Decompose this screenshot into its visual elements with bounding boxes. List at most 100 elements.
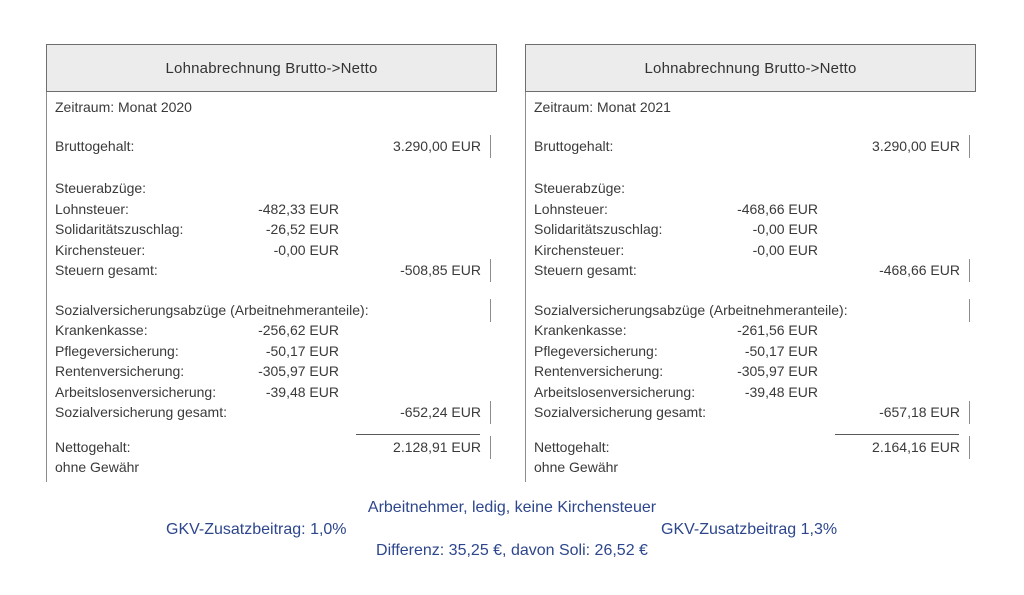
row-label: Steuerabzüge:: [55, 180, 147, 196]
cell-border-tick: [969, 134, 970, 158]
row-label: Nettogehalt:: [534, 438, 610, 455]
panel-header: Lohnabrechnung Brutto->Netto: [525, 44, 976, 92]
row-label: Krankenkasse:: [534, 322, 627, 338]
row-total-amount: -652,24 EUR: [400, 404, 481, 420]
payroll-panel-2021: Lohnabrechnung Brutto->Netto Zeitraum: M…: [525, 44, 976, 482]
row-label: Rentenversicherung:: [534, 363, 664, 379]
row-total-amount: -657,18 EUR: [879, 404, 960, 420]
statement-row: Sozialversicherung gesamt: -652,24 EUR: [47, 401, 497, 424]
panel-title: Lohnabrechnung Brutto->Netto: [165, 59, 378, 77]
row-amount: -0,00 EUR: [752, 221, 818, 237]
row-label: Solidaritätszuschlag:: [534, 221, 663, 237]
row-label: Arbeitslosenversicherung:: [55, 383, 217, 400]
row-total-amount: 3.290,00 EUR: [393, 137, 481, 154]
row-amount: -256,62 EUR: [258, 322, 339, 338]
statement-row: Nettogehalt: 2.164,16 EUR: [526, 435, 976, 459]
footer-note-employee: Arbeitnehmer, ledig, keine Kirchensteuer: [367, 499, 657, 516]
statement-row: Steuerabzüge:: [526, 178, 976, 199]
row-amount: -482,33 EUR: [258, 200, 339, 217]
panel-body: Zeitraum: Monat 2021 Bruttogehalt: 3.290,0…: [525, 92, 976, 482]
statement-row: Sozialversicherungsabzüge (Arbeitnehmera…: [47, 298, 497, 322]
row-amount: -261,56 EUR: [737, 322, 818, 338]
row-amount: -0,00 EUR: [752, 241, 818, 258]
row-amount: -26,52 EUR: [265, 221, 339, 237]
row-amount: -50,17 EUR: [744, 342, 818, 359]
cell-border-tick: [490, 259, 491, 282]
cell-border-tick: [969, 259, 970, 282]
statement-row: Solidaritätszuschlag: -0,00 EUR: [526, 219, 976, 240]
statement-row: Kirchensteuer: -0,00 EUR: [526, 240, 976, 261]
row-label: Pflegeversicherung:: [55, 342, 179, 359]
row-label: Steuerabzüge:: [534, 180, 626, 196]
row-label: Kirchensteuer:: [55, 241, 146, 258]
sum-underline: [835, 433, 959, 435]
statement-row: Bruttogehalt: 3.290,00 EUR: [47, 134, 497, 158]
statement-row: Zeitraum: Monat 2021: [526, 97, 976, 118]
row-amount: -0,00 EUR: [273, 241, 339, 258]
row-label: Steuern gesamt:: [534, 262, 637, 278]
statement-row: Zeitraum: Monat 2020: [47, 97, 497, 118]
row-label: Solidaritätszuschlag:: [55, 221, 184, 237]
row-total-amount: -508,85 EUR: [400, 262, 481, 278]
row-total-amount: -468,66 EUR: [879, 262, 960, 278]
statement-row: Steuern gesamt: -468,66 EUR: [526, 259, 976, 282]
statement-row: ohne Gewähr: [526, 457, 976, 478]
statement-row: Bruttogehalt: 3.290,00 EUR: [526, 134, 976, 158]
statement-row: Sozialversicherungsabzüge (Arbeitnehmera…: [526, 298, 976, 322]
row-amount: -39,48 EUR: [744, 383, 818, 400]
statement-row: Pflegeversicherung: -50,17 EUR: [526, 341, 976, 362]
cell-border-tick: [490, 298, 491, 322]
sum-rule-row: [47, 423, 497, 437]
row-label: Zeitraum: Monat 2021: [534, 99, 671, 115]
sum-rule-row: [526, 423, 976, 437]
row-label: ohne Gewähr: [534, 459, 619, 475]
statement-row: Lohnsteuer: -482,33 EUR: [47, 199, 497, 220]
statement-row: Rentenversicherung: -305,97 EUR: [47, 361, 497, 382]
row-amount: -39,48 EUR: [265, 383, 339, 400]
footer-gkv-rate-2021: GKV-Zusatzbeitrag 1,3%: [661, 521, 838, 538]
row-label: Kirchensteuer:: [534, 241, 625, 258]
spacer-row: [526, 281, 976, 300]
spacer-row: [47, 156, 497, 178]
statement-row: ohne Gewähr: [47, 457, 497, 478]
spacer-row: [526, 118, 976, 136]
statement-row: Krankenkasse: -256,62 EUR: [47, 320, 497, 341]
row-amount: -305,97 EUR: [258, 363, 339, 379]
payroll-panel-2020: Lohnabrechnung Brutto->Netto Zeitraum: M…: [46, 44, 497, 482]
cell-border-tick: [969, 298, 970, 322]
cell-border-tick: [490, 435, 491, 459]
row-label: Lohnsteuer:: [534, 200, 608, 217]
statement-row: Arbeitslosenversicherung: -39,48 EUR: [47, 382, 497, 403]
row-label: Rentenversicherung:: [55, 363, 185, 379]
panel-body: Zeitraum: Monat 2020 Bruttogehalt: 3.290,0…: [46, 92, 497, 482]
row-label: ohne Gewähr: [55, 459, 140, 475]
footer-gkv-rate-2020: GKV-Zusatzbeitrag: 1,0%: [166, 521, 347, 538]
statement-row: Steuerabzüge:: [47, 178, 497, 199]
spacer-row: [47, 281, 497, 300]
statement-row: Solidaritätszuschlag: -26,52 EUR: [47, 219, 497, 240]
row-label: Sozialversicherungsabzüge (Arbeitnehmera…: [534, 301, 848, 318]
row-total-amount: 2.128,91 EUR: [393, 438, 481, 455]
row-total-amount: 2.164,16 EUR: [872, 438, 960, 455]
row-label: Nettogehalt:: [55, 438, 131, 455]
row-amount: -50,17 EUR: [265, 342, 339, 359]
spacer-row: [526, 156, 976, 178]
row-label: Pflegeversicherung:: [534, 342, 658, 359]
statement-row: Nettogehalt: 2.128,91 EUR: [47, 435, 497, 459]
statement-row: Lohnsteuer: -468,66 EUR: [526, 199, 976, 220]
row-label: Lohnsteuer:: [55, 200, 129, 217]
panel-header: Lohnabrechnung Brutto->Netto: [46, 44, 497, 92]
row-label: Steuern gesamt:: [55, 262, 158, 278]
statement-row: Pflegeversicherung: -50,17 EUR: [47, 341, 497, 362]
row-total-amount: 3.290,00 EUR: [872, 137, 960, 154]
row-label: Bruttogehalt:: [534, 137, 614, 154]
statement-row: Krankenkasse: -261,56 EUR: [526, 320, 976, 341]
row-label: Sozialversicherungsabzüge (Arbeitnehmera…: [55, 301, 369, 318]
row-label: Zeitraum: Monat 2020: [55, 99, 192, 115]
cell-border-tick: [490, 134, 491, 158]
spacer-row: [47, 118, 497, 136]
statement-row: Arbeitslosenversicherung: -39,48 EUR: [526, 382, 976, 403]
statement-row: Rentenversicherung: -305,97 EUR: [526, 361, 976, 382]
row-label: Krankenkasse:: [55, 322, 148, 338]
